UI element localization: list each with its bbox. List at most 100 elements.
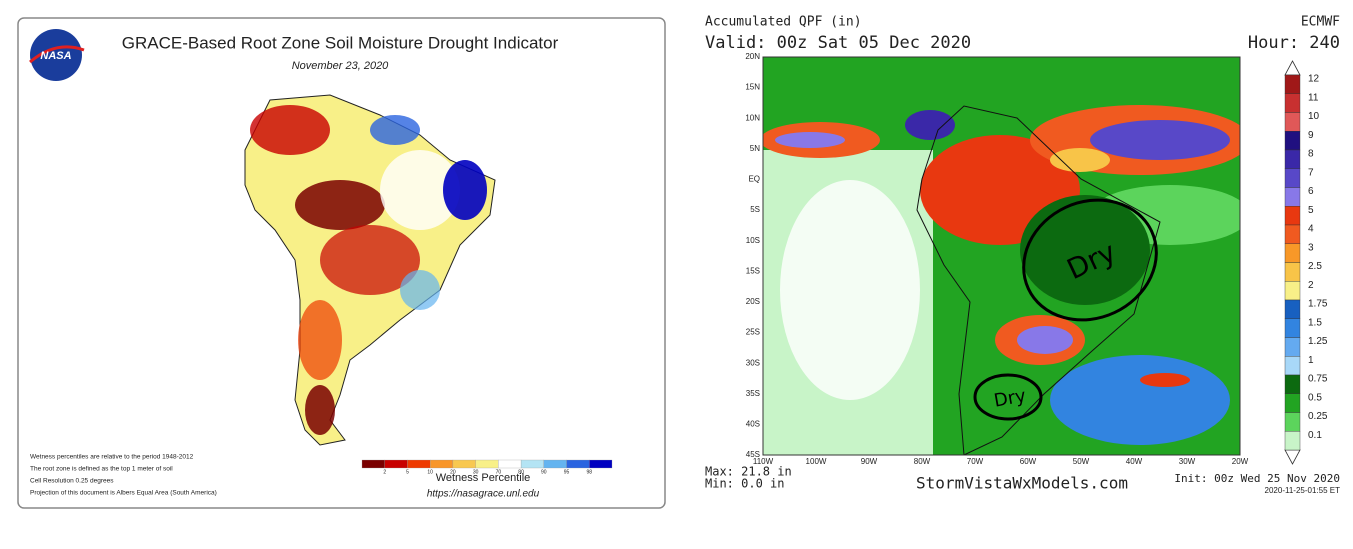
colorbar-swatch (1284, 281, 1301, 301)
nasa-logo (30, 29, 82, 81)
legend-label: 20 (450, 469, 456, 475)
colorbar-swatch (1284, 224, 1301, 244)
legend-label: 10 (427, 469, 433, 475)
legend-swatch (430, 459, 454, 469)
colorbar-label: 12 (1308, 74, 1320, 85)
lat-label: 10N (745, 113, 760, 122)
lat-label: 35S (746, 389, 760, 398)
colorbar-swatch (1284, 243, 1301, 263)
forecast-hour: Hour: 240 (1248, 33, 1340, 53)
left-date: November 23, 2020 (292, 60, 389, 72)
timestamp: 2020-11-25-01:55 ET (1265, 486, 1341, 495)
legend-swatch (407, 459, 431, 469)
legend-title: Wetness Percentile (436, 472, 531, 484)
colorbar-swatch (1284, 356, 1301, 376)
colorbar-label: 9 (1308, 130, 1314, 141)
colorbar-label: 4 (1308, 224, 1314, 235)
lon-label: 60W (1020, 457, 1037, 466)
colorbar-swatch (1284, 168, 1301, 188)
lon-label: 40W (1126, 457, 1143, 466)
lon-label: 50W (1073, 457, 1090, 466)
lat-label: 25S (746, 328, 760, 337)
colorbar-label: 1 (1308, 355, 1314, 366)
init-time: Init: 00z Wed 25 Nov 2020 (1174, 472, 1340, 485)
lat-label: 40S (746, 419, 760, 428)
lon-label: 100W (806, 457, 827, 466)
lon-label: 20W (1232, 457, 1249, 466)
colorbar-arrow (1284, 449, 1301, 465)
lon-label: 30W (1179, 457, 1196, 466)
colorbar-swatch (1284, 374, 1301, 394)
colorbar-swatch (1284, 112, 1301, 132)
min-value: Min: 0.0 in (705, 477, 784, 491)
colorbar-swatch (1284, 431, 1301, 451)
max-value: Max: 21.8 in (705, 465, 792, 479)
colorbar-label: 0.5 (1308, 392, 1322, 403)
lat-label: 20N (745, 52, 760, 61)
colorbar-swatch (1284, 93, 1301, 113)
legend-label: 80 (518, 469, 524, 475)
note: Wetness percentiles are relative to the … (30, 454, 194, 461)
colorbar-label: 0.25 (1308, 411, 1328, 422)
legend-label: 30 (473, 469, 479, 475)
note: The root zone is defined as the top 1 me… (30, 466, 173, 473)
legend-swatch (452, 459, 476, 469)
colorbar-swatch (1284, 262, 1301, 282)
lat-label: 5S (750, 205, 760, 214)
colorbar-swatch (1284, 187, 1301, 207)
legend-label: 5 (406, 469, 409, 475)
lat-label: 30S (746, 358, 760, 367)
legend-swatch (475, 459, 499, 469)
colorbar-label: 6 (1308, 186, 1314, 197)
legend-label: 98 (586, 469, 592, 475)
colorbar-swatch (1284, 149, 1301, 169)
colorbar-label: 2.5 (1308, 261, 1322, 272)
colorbar-label: 0.1 (1308, 430, 1322, 441)
legend-swatch (566, 459, 590, 469)
colorbar-label: 1.5 (1308, 317, 1322, 328)
colorbar-label: 10 (1308, 111, 1320, 122)
lat-label: 20S (746, 297, 760, 306)
left-title: GRACE-Based Root Zone Soil Moisture Drou… (122, 33, 559, 52)
legend-label: 2 (383, 469, 386, 475)
colorbar-label: 0.75 (1308, 374, 1328, 385)
lon-label: 110W (753, 457, 774, 466)
site-name: StormVistaWxModels.com (916, 474, 1128, 493)
note: Cell Resolution 0.25 degrees (30, 478, 114, 485)
colorbar-swatch (1284, 206, 1301, 226)
lat-label: 5N (750, 144, 760, 153)
legend-swatch (520, 459, 544, 469)
colorbar-label: 8 (1308, 149, 1314, 160)
legend-swatch (589, 459, 613, 469)
colorbar-label: 7 (1308, 167, 1314, 178)
lon-label: 80W (914, 457, 931, 466)
colorbar-swatch (1284, 74, 1301, 94)
legend-label: 70 (496, 469, 502, 475)
legend-swatch (361, 459, 385, 469)
colorbar-label: 11 (1308, 92, 1319, 103)
legend-label: 95 (564, 469, 570, 475)
lat-label: EQ (748, 175, 760, 184)
colorbar-swatch (1284, 131, 1301, 151)
colorbar-label: 3 (1308, 242, 1314, 253)
colorbar-label: 2 (1308, 280, 1314, 291)
colorbar-label: 1.25 (1308, 336, 1328, 347)
valid-time: Valid: 00z Sat 05 Dec 2020 (705, 33, 971, 53)
logo-swoosh (29, 45, 85, 64)
colorbar-swatch (1284, 393, 1301, 413)
dry-outline (973, 373, 1043, 421)
map-frame (762, 56, 1241, 456)
lat-label: 15N (745, 83, 760, 92)
lon-label: 90W (861, 457, 878, 466)
legend-swatch (498, 459, 522, 469)
legend-label: 90 (541, 469, 547, 475)
colorbar-swatch (1284, 412, 1301, 432)
lon-label: 70W (967, 457, 984, 466)
lat-label: 45S (746, 450, 760, 459)
colorbar-swatch (1284, 337, 1301, 357)
dry-outline (1022, 198, 1158, 322)
lat-label: 15S (746, 266, 760, 275)
legend-swatch (543, 459, 567, 469)
colorbar-label: 5 (1308, 205, 1314, 216)
